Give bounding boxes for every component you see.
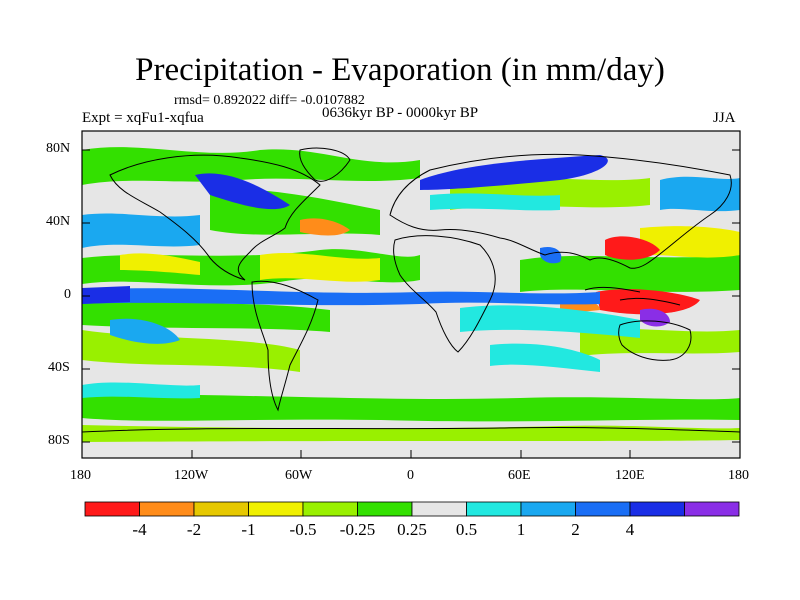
lat-label: 80N	[46, 141, 71, 156]
colorbar-label: 1	[516, 520, 526, 539]
lat-label: 0	[64, 287, 71, 302]
lon-label: 60W	[285, 468, 313, 483]
colorbar-label: -0.25	[339, 520, 376, 539]
colorbar-label: 0.5	[455, 520, 478, 539]
anomaly-field	[82, 147, 740, 442]
lon-label: 180	[728, 468, 749, 483]
lat-label: 80S	[48, 433, 70, 448]
colorbar	[84, 501, 740, 517]
colorbar-label: -4	[132, 520, 147, 539]
map-title: Precipitation - Evaporation (in mm/day)	[135, 52, 665, 88]
season-label: JJA	[713, 110, 736, 126]
colorbar-swatch	[466, 501, 522, 517]
colorbar-swatch	[357, 501, 413, 517]
colorbar-swatch	[302, 501, 358, 517]
lat-label: 40N	[46, 214, 71, 229]
colorbar-label: -0.5	[289, 520, 317, 539]
stats-text: rmsd= 0.892022 diff= -0.0107882	[174, 93, 365, 108]
colorbar-swatch	[575, 501, 631, 517]
colorbar-swatch	[629, 501, 685, 517]
colorbar-swatch	[193, 501, 249, 517]
colorbar-label: 4	[625, 520, 635, 539]
colorbar-label: -1	[241, 520, 256, 539]
lon-label: 0	[407, 468, 414, 483]
colorbar-label: -2	[186, 520, 202, 539]
lon-label: 120E	[615, 468, 645, 483]
axis-ticks	[81, 149, 741, 458]
coastlines	[82, 147, 740, 433]
colorbar-swatch	[411, 501, 467, 517]
colorbar-swatch	[520, 501, 576, 517]
colorbar-swatch	[84, 501, 140, 517]
period-label: 0636kyr BP - 0000kyr BP	[322, 105, 479, 121]
lon-label: 60E	[508, 468, 531, 483]
lat-label: 40S	[48, 360, 70, 375]
colorbar-label: 2	[571, 520, 580, 539]
colorbar-label: 0.25	[397, 520, 427, 539]
colorbar-swatch	[684, 501, 740, 517]
lon-label: 180	[70, 468, 91, 483]
experiment-label: Expt = xqFu1-xqfua	[82, 110, 204, 126]
colorbar-swatch	[139, 501, 195, 517]
lon-label: 120W	[174, 468, 209, 483]
colorbar-swatch	[248, 501, 304, 517]
